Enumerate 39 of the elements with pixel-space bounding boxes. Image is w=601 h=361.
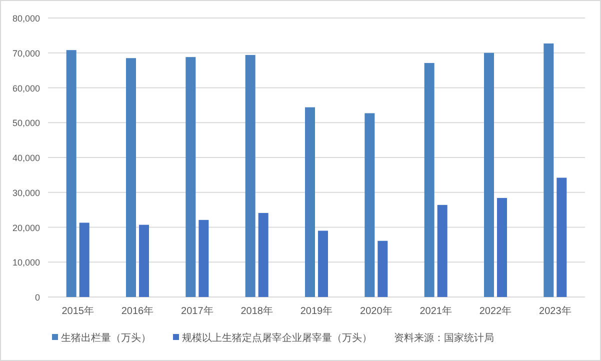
y-tick-label: 80,000 <box>12 14 40 24</box>
bar <box>305 107 315 297</box>
x-tick-label: 2017年 <box>181 305 214 317</box>
y-tick-label: 60,000 <box>12 83 40 94</box>
bar <box>79 222 90 297</box>
y-tick-label: 0 <box>34 292 40 302</box>
bar <box>378 240 388 297</box>
y-tick-label: 30,000 <box>12 188 40 198</box>
x-tick-label: 2022年 <box>479 305 512 317</box>
x-tick-label: 2015年 <box>62 305 94 317</box>
y-tick-label: 70,000 <box>12 48 40 58</box>
bar <box>556 178 567 297</box>
x-tick-label: 2020年 <box>360 305 392 317</box>
bar <box>186 57 196 297</box>
x-tick-label: 2023年 <box>539 305 572 317</box>
legend-label: 生猪出栏量（万头） <box>61 332 151 344</box>
bar <box>245 54 256 297</box>
bar <box>484 52 494 297</box>
bar <box>258 212 268 297</box>
y-tick-label: 10,000 <box>12 258 40 268</box>
bar <box>318 230 328 297</box>
bar <box>198 220 209 297</box>
bar <box>126 58 136 297</box>
text: 资料来源：国家统计局 <box>394 332 494 344</box>
x-tick-label: 2021年 <box>420 305 452 317</box>
y-tick-label: 20,000 <box>12 222 40 233</box>
bar <box>139 224 149 297</box>
y-tick-label: 40,000 <box>12 153 40 163</box>
x-tick-label: 2018年 <box>240 305 273 317</box>
bar <box>66 50 76 297</box>
legend-label: 规模以上生猪定点屠宰企业屠宰量（万头） <box>182 332 372 344</box>
bar <box>544 43 554 297</box>
bar <box>424 62 434 297</box>
y-tick-label: 50,000 <box>12 118 40 128</box>
bar <box>364 113 375 297</box>
bar <box>437 204 448 297</box>
x-tick-label: 2019年 <box>300 305 333 317</box>
bar <box>497 198 507 297</box>
x-tick-label: 2016年 <box>121 305 154 317</box>
